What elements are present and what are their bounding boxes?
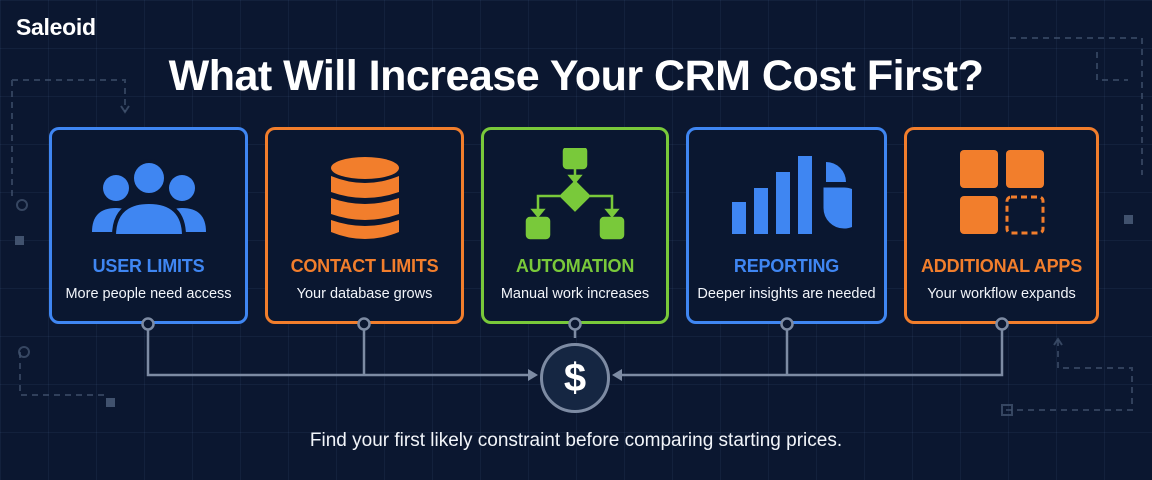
users-icon xyxy=(91,159,206,238)
workflow-icon xyxy=(525,148,625,240)
card-label: CONTACT LIMITS xyxy=(290,256,439,276)
card-label: ADDITIONAL APPS xyxy=(920,256,1082,276)
chart-icon xyxy=(731,156,852,234)
card-automation: AUTOMATION Manual work increases xyxy=(481,127,669,324)
saleoid-logo: Saleoid xyxy=(16,14,96,40)
card-description: More people need access xyxy=(65,286,232,302)
card-label: USER LIMITS xyxy=(92,256,205,276)
card-description: Manual work increases xyxy=(500,286,650,302)
card-contact-limits: CONTACT LIMITS Your database grows xyxy=(265,127,464,324)
card-label: REPORTING xyxy=(733,256,840,276)
card-label: AUTOMATION xyxy=(515,256,635,276)
card-description: Your workflow expands xyxy=(927,286,1076,302)
page-title: What Will Increase Your CRM Cost First? xyxy=(168,52,984,100)
card-additional-apps: ADDITIONAL APPS Your workflow expands xyxy=(904,127,1099,324)
dollar-icon: $ xyxy=(540,343,610,413)
card-reporting: REPORTING Deeper insights are needed xyxy=(686,127,887,324)
card-description: Your database grows xyxy=(296,286,433,302)
card-user-limits: USER LIMITS More people need access xyxy=(49,127,248,324)
database-icon xyxy=(330,157,399,239)
footer-caption: Find your first likely constraint before… xyxy=(309,430,843,451)
card-description: Deeper insights are needed xyxy=(697,286,876,302)
apps-grid-icon xyxy=(959,150,1044,235)
